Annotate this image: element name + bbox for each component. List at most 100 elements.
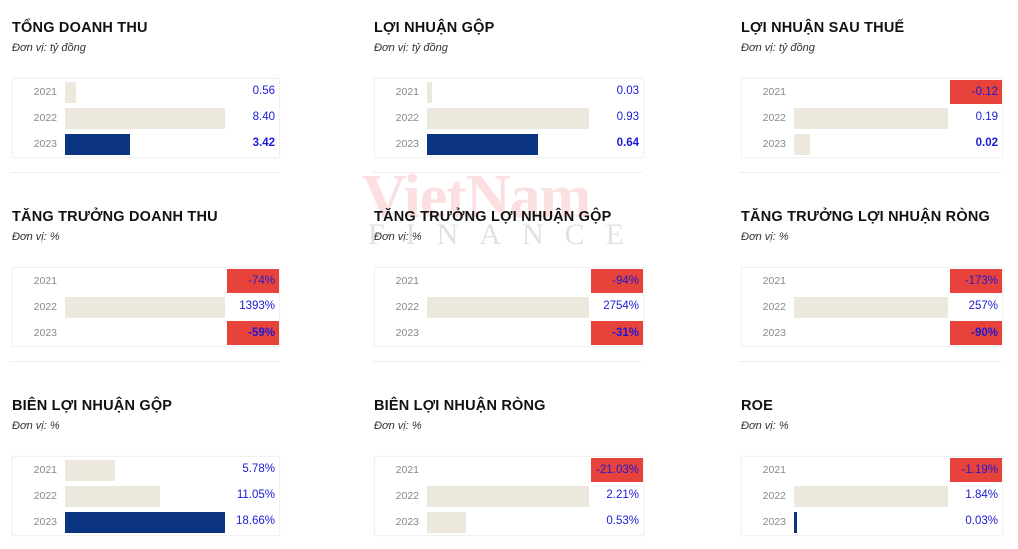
value-label: -31% (612, 327, 639, 339)
year-label: 2022 (33, 112, 57, 124)
chart-title: TỔNG DOANH THU (12, 20, 148, 36)
bar (65, 512, 225, 533)
bar-row: 2022 0.19 (742, 105, 1002, 131)
divider (739, 172, 1001, 173)
negative-bar: -21.03% (591, 458, 643, 482)
value-label: 0.93 (616, 111, 639, 123)
chart-unit: Đơn vị: % (741, 231, 789, 243)
year-label: 2023 (395, 516, 419, 528)
divider (10, 361, 280, 362)
value-label: 11.05% (236, 489, 275, 501)
bar (65, 297, 225, 318)
bar (427, 108, 589, 129)
year-label: 2021 (762, 275, 786, 287)
value-label: -74% (248, 275, 275, 287)
chart-card: BIÊN LỢI NHUẬN GỘP Đơn vị: % 2021 5.78% 2… (12, 398, 280, 536)
bar-row: 2023 -31% (375, 320, 643, 346)
chart-unit: Đơn vị: % (374, 420, 422, 432)
chart-title: BIÊN LỢI NHUẬN GỘP (12, 398, 173, 414)
value-label: -59% (248, 327, 275, 339)
bar-row: 2022 0.93 (375, 105, 643, 131)
chart-card: LỢI NHUẬN SAU THUẾ Đơn vị: tỷ đồng 2021 -… (741, 20, 1003, 158)
chart-card: TĂNG TRƯỞNG LỢI NHUẬN GỘP Đơn vị: % 2021… (374, 209, 644, 347)
bar (794, 512, 797, 533)
bar-row: 2023 0.53% (375, 509, 643, 535)
value-label: 0.03% (965, 515, 998, 527)
year-label: 2023 (33, 327, 57, 339)
bar-chart: 2021 0.03 2022 0.93 2023 0.64 (374, 78, 644, 158)
value-label: 0.64 (616, 137, 639, 149)
bar-row: 2021 -173% (742, 268, 1002, 294)
chart-title: TĂNG TRƯỞNG LỢI NHUẬN RÒNG (741, 209, 990, 225)
value-label: -94% (612, 275, 639, 287)
bar-row: 2022 8.40 (13, 105, 279, 131)
year-label: 2021 (762, 86, 786, 98)
value-label: 0.03 (616, 85, 639, 97)
chart-card: TĂNG TRƯỞNG LỢI NHUẬN RÒNG Đơn vị: % 202… (741, 209, 1003, 347)
chart-card: ROE Đơn vị: % 2021 -1.19% 2022 1.84% 2023 0… (741, 398, 1003, 536)
negative-bar: -31% (591, 321, 643, 345)
year-label: 2021 (33, 86, 57, 98)
year-label: 2021 (395, 86, 419, 98)
chart-card: TỔNG DOANH THU Đơn vị: tỷ đồng 2021 0.56… (12, 20, 280, 158)
value-label: 0.56 (252, 85, 275, 97)
year-label: 2023 (395, 138, 419, 150)
chart-unit: Đơn vị: % (12, 231, 60, 243)
value-label: 1393% (239, 300, 275, 312)
year-label: 2021 (395, 464, 419, 476)
bar-row: 2022 257% (742, 294, 1002, 320)
divider (739, 361, 1001, 362)
negative-bar: -0.12 (950, 80, 1002, 104)
bar-row: 2021 5.78% (13, 457, 279, 483)
negative-bar: -90% (950, 321, 1002, 345)
chart-unit: Đơn vị: tỷ đồng (741, 42, 815, 54)
bar-row: 2022 11.05% (13, 483, 279, 509)
divider (372, 172, 642, 173)
year-label: 2021 (395, 275, 419, 287)
chart-title: LỢI NHUẬN SAU THUẾ (741, 20, 905, 36)
divider (372, 361, 642, 362)
bar-row: 2023 18.66% (13, 509, 279, 535)
year-label: 2022 (762, 490, 786, 502)
chart-title: BIÊN LỢI NHUẬN RÒNG (374, 398, 546, 414)
bar-row: 2022 1393% (13, 294, 279, 320)
year-label: 2023 (762, 327, 786, 339)
chart-card: LỢI NHUẬN GỘP Đơn vị: tỷ đồng 2021 0.03 2… (374, 20, 644, 158)
bar-chart: 2021 -173% 2022 257% 2023 -90% (741, 267, 1003, 347)
year-label: 2021 (33, 464, 57, 476)
bar-row: 2023 -59% (13, 320, 279, 346)
bar (794, 134, 811, 155)
chart-unit: Đơn vị: tỷ đồng (12, 42, 86, 54)
value-label: 0.53% (606, 515, 639, 527)
chart-title: ROE (741, 398, 774, 414)
year-label: 2023 (762, 138, 786, 150)
bar (427, 134, 539, 155)
chart-unit: Đơn vị: % (741, 420, 789, 432)
bar (427, 512, 466, 533)
bar-chart: 2021 -21.03% 2022 2.21% 2023 0.53% (374, 456, 644, 536)
negative-bar: -173% (950, 269, 1002, 293)
divider (10, 172, 280, 173)
value-label: -0.12 (971, 86, 998, 98)
value-label: -1.19% (961, 464, 998, 476)
negative-bar: -94% (591, 269, 643, 293)
year-label: 2021 (762, 464, 786, 476)
bar-row: 2023 0.64 (375, 131, 643, 157)
year-label: 2022 (395, 112, 419, 124)
bar (65, 108, 225, 129)
value-label: 18.66% (235, 515, 275, 527)
bar (427, 486, 589, 507)
bar-row: 2021 0.03 (375, 79, 643, 105)
negative-bar: -74% (227, 269, 279, 293)
year-label: 2022 (395, 490, 419, 502)
bar-row: 2023 0.03% (742, 509, 1002, 535)
chart-card: TĂNG TRƯỞNG DOANH THU Đơn vị: % 2021 -74%… (12, 209, 280, 347)
bar-chart: 2021 5.78% 2022 11.05% 2023 18.66% (12, 456, 280, 536)
bar-chart: 2021 -94% 2022 2754% 2023 -31% (374, 267, 644, 347)
bar-row: 2022 2.21% (375, 483, 643, 509)
bar (794, 297, 948, 318)
bar-chart: 2021 -0.12 2022 0.19 2023 0.02 (741, 78, 1003, 158)
bar-row: 2023 3.42 (13, 131, 279, 157)
year-label: 2022 (33, 301, 57, 313)
negative-bar: -1.19% (950, 458, 1002, 482)
